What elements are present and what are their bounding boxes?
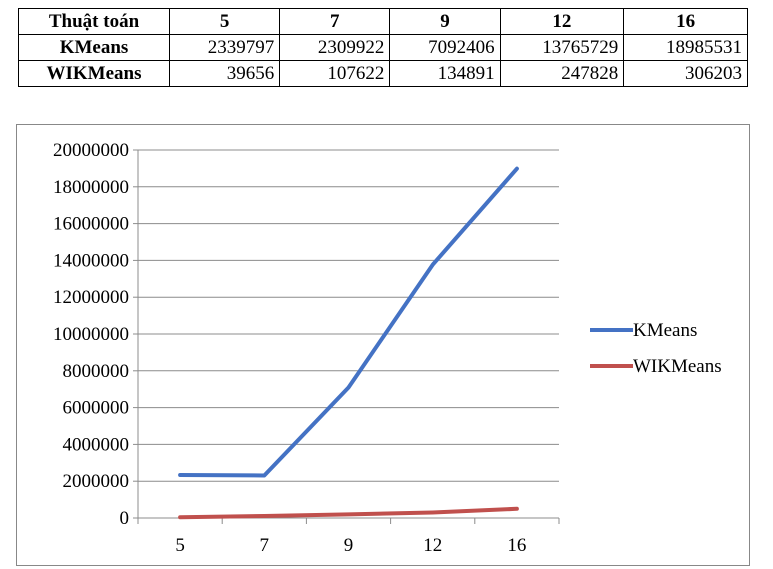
table-cell: 306203 xyxy=(623,60,748,87)
table-cell: 107622 xyxy=(279,60,391,87)
y-tick-label: 6000000 xyxy=(63,398,130,419)
y-tick-label: 2000000 xyxy=(63,471,130,492)
x-tick-label: 12 xyxy=(423,535,442,556)
legend-label-kmeans: KMeans xyxy=(633,320,697,341)
table-cell: 247828 xyxy=(499,60,625,87)
chart-frame: 0 2000000 4000000 6000000 8000000 10000000 120… xyxy=(16,124,750,566)
table-cell: 134891 xyxy=(389,60,501,87)
data-table: Thuật toán 5 7 9 12 16 KMeans 2339797 23… xyxy=(18,8,748,87)
table-col-header: 9 xyxy=(389,8,501,35)
table-cell: 18985531 xyxy=(623,34,748,61)
table-corner-header: Thuật toán xyxy=(18,8,170,35)
line-chart: 0 2000000 4000000 6000000 8000000 10000000 120… xyxy=(53,140,722,556)
table-cell: 13765729 xyxy=(499,34,625,61)
x-tick-label: 16 xyxy=(507,535,526,556)
table-row: WIKMeans 39656 107622 134891 247828 3062… xyxy=(18,60,748,87)
row-label: KMeans xyxy=(18,34,170,61)
y-tick-label: 10000000 xyxy=(53,324,129,345)
x-tick-label: 7 xyxy=(260,535,270,556)
table-col-header: 5 xyxy=(168,8,281,35)
y-tick-label: 14000000 xyxy=(53,250,129,271)
table-col-header: 12 xyxy=(499,8,625,35)
table-cell: 39656 xyxy=(168,60,281,87)
table-col-header: 16 xyxy=(623,8,748,35)
table-col-header: 7 xyxy=(279,8,391,35)
x-tick-label: 5 xyxy=(175,535,185,556)
series-line-kmeans xyxy=(178,166,519,478)
row-label: WIKMeans xyxy=(18,60,170,87)
y-tick-label: 12000000 xyxy=(53,287,129,308)
table-cell: 2309922 xyxy=(279,34,391,61)
y-tick-label: 4000000 xyxy=(63,434,130,455)
x-tick-label: 9 xyxy=(344,535,354,556)
table-cell: 7092406 xyxy=(389,34,501,61)
y-tick-label: 0 xyxy=(120,508,130,529)
table-header-row: Thuật toán 5 7 9 12 16 xyxy=(18,8,748,35)
y-tick-label: 18000000 xyxy=(53,177,129,198)
y-tick-label: 20000000 xyxy=(53,140,129,161)
y-tick-label: 8000000 xyxy=(63,361,130,382)
table-cell: 2339797 xyxy=(168,34,281,61)
table-row: KMeans 2339797 2309922 7092406 13765729 … xyxy=(18,34,748,61)
series-line-wikmeans xyxy=(178,506,519,520)
y-tick-label: 16000000 xyxy=(53,214,129,235)
legend-label-wikmeans: WIKMeans xyxy=(633,356,722,377)
